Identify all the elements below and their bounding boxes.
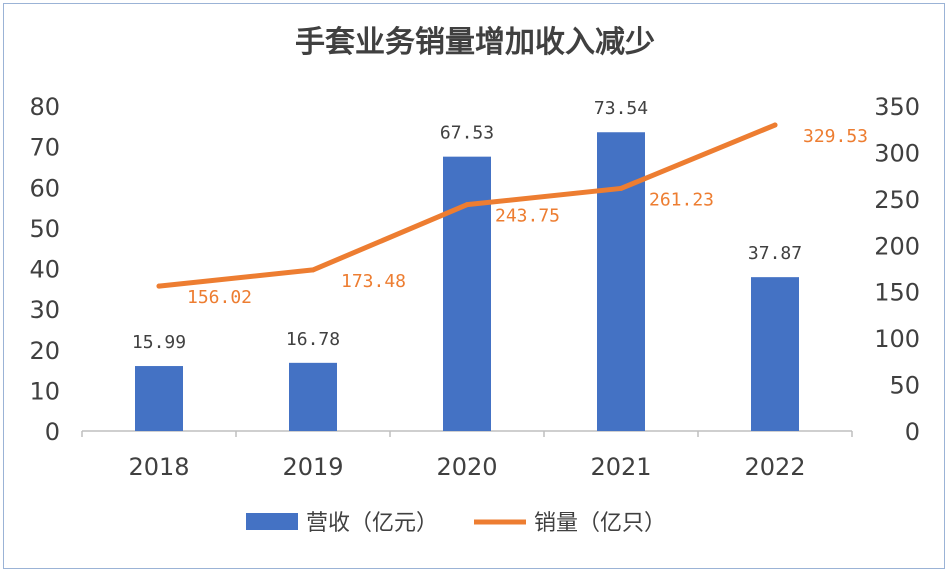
line-point bbox=[464, 202, 470, 208]
x-tick-label: 2020 bbox=[436, 453, 497, 481]
right-tick-label: 150 bbox=[874, 279, 920, 307]
left-tick-label: 60 bbox=[29, 174, 60, 202]
line-data-label: 243.75 bbox=[495, 206, 560, 227]
right-tick-label: 300 bbox=[874, 139, 920, 167]
left-tick-label: 40 bbox=[29, 256, 60, 284]
right-tick-label: 50 bbox=[889, 372, 920, 400]
line-point bbox=[618, 185, 624, 191]
x-tick-label: 2019 bbox=[282, 453, 343, 481]
line-data-label: 261.23 bbox=[649, 189, 714, 210]
bar-data-label: 37.87 bbox=[748, 243, 802, 264]
line-series bbox=[156, 122, 778, 289]
left-tick-label: 30 bbox=[29, 296, 60, 324]
right-axis: 0 50 100 150 200 250 300 350 bbox=[874, 93, 920, 446]
x-axis: 2018 2019 2020 2021 2022 bbox=[81, 431, 853, 481]
legend: 营收（亿元） 销量（亿只） bbox=[246, 511, 666, 536]
chart-title: 手套业务销量增加收入减少 bbox=[295, 25, 655, 60]
left-tick-label: 70 bbox=[29, 134, 60, 162]
line-point bbox=[310, 267, 316, 273]
right-tick-label: 200 bbox=[874, 232, 920, 260]
line-data-labels: 156.02 173.48 243.75 261.23 329.53 bbox=[187, 126, 868, 308]
x-tick-label: 2022 bbox=[744, 453, 805, 481]
legend-label-revenue: 营收（亿元） bbox=[306, 511, 438, 536]
x-tick-label: 2018 bbox=[128, 453, 189, 481]
left-tick-label: 0 bbox=[45, 418, 60, 446]
left-tick-label: 20 bbox=[29, 337, 60, 365]
line-point bbox=[156, 283, 162, 289]
right-tick-label: 0 bbox=[905, 418, 920, 446]
bar-data-label: 16.78 bbox=[286, 329, 340, 350]
legend-swatch-revenue bbox=[246, 513, 298, 530]
bar bbox=[751, 277, 799, 431]
legend-label-volume: 销量（亿只） bbox=[534, 511, 666, 536]
left-axis: 0 10 20 30 40 50 60 70 80 bbox=[29, 93, 60, 446]
bar-data-labels: 15.99 16.78 67.53 73.54 37.87 bbox=[132, 98, 802, 353]
line-data-label: 156.02 bbox=[187, 287, 252, 308]
line-point bbox=[772, 122, 778, 128]
bar bbox=[289, 362, 337, 431]
bar-data-label: 15.99 bbox=[132, 332, 186, 353]
bar bbox=[135, 366, 183, 431]
right-tick-label: 350 bbox=[874, 93, 920, 121]
left-tick-label: 10 bbox=[29, 377, 60, 405]
right-tick-label: 250 bbox=[874, 186, 920, 214]
right-tick-label: 100 bbox=[874, 325, 920, 353]
bar-series bbox=[135, 132, 799, 432]
left-tick-label: 50 bbox=[29, 215, 60, 243]
bar bbox=[443, 156, 491, 432]
left-tick-label: 80 bbox=[29, 93, 60, 121]
line-data-label: 173.48 bbox=[341, 271, 406, 292]
bar-data-label: 73.54 bbox=[594, 98, 648, 119]
x-tick-label: 2021 bbox=[590, 453, 651, 481]
bar bbox=[597, 132, 645, 431]
line-data-label: 329.53 bbox=[803, 126, 868, 147]
bar-data-label: 67.53 bbox=[440, 123, 494, 144]
